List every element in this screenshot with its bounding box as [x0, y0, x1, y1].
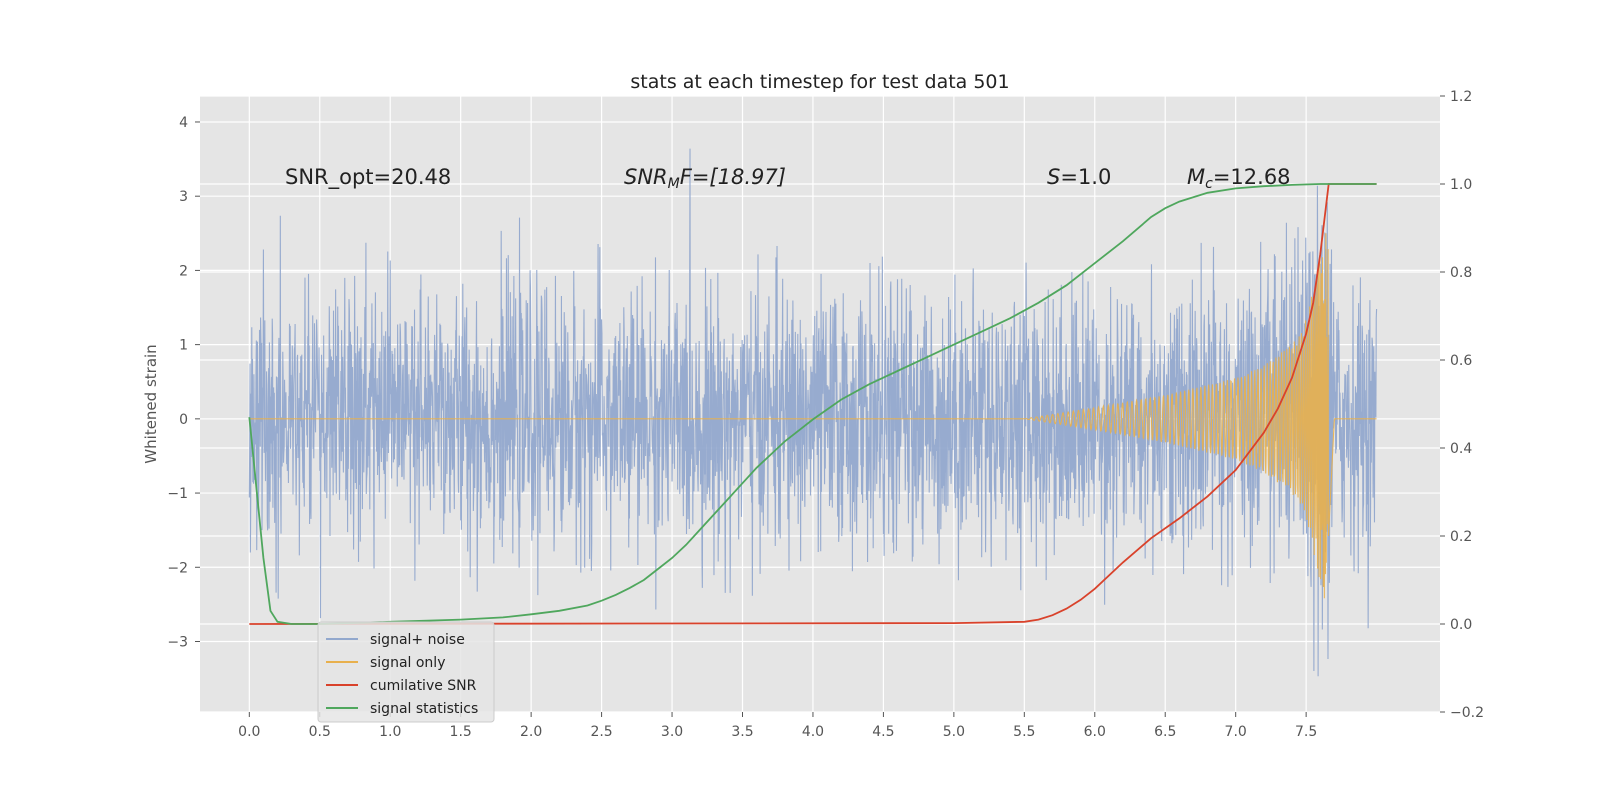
annotation-snr-opt: SNR_opt=20.48: [285, 165, 451, 190]
annotation-s: S=1.0: [1047, 165, 1111, 189]
y2-tick-label-5: 0.8: [1450, 265, 1472, 281]
x-tick-label-5: 2.5: [590, 724, 612, 740]
series-signal-plus-noise: [248, 148, 1378, 677]
y-tick-label-0: −3: [167, 634, 188, 650]
x-tick-label-1: 0.5: [309, 724, 331, 740]
x-tick-label-0: 0.0: [238, 724, 260, 740]
x-tick-label-2: 1.0: [379, 724, 401, 740]
y-tick-label-3: 0: [179, 412, 188, 428]
legend-box: [317, 621, 495, 723]
y2-tick-label-7: 1.2: [1450, 89, 1472, 105]
annotation-mc: Mc=12.68: [1187, 165, 1291, 192]
y2-tick-label-4: 0.6: [1450, 353, 1472, 369]
x-tick-label-10: 5.0: [943, 724, 965, 740]
y2-tick-label-1: 0.0: [1450, 617, 1472, 633]
y-tick-label-6: 3: [179, 189, 188, 205]
legend-label-signal-only: signal only: [370, 655, 445, 671]
x-tick-label-9: 4.5: [872, 724, 894, 740]
x-tick-label-4: 2.0: [520, 724, 542, 740]
y2-tick-label-0: −0.2: [1450, 705, 1484, 721]
y-axis-ticks: −3 −2 −1 0 1 2 3 4: [167, 115, 200, 650]
x-tick-label-3: 1.5: [450, 724, 472, 740]
y2-tick-label-3: 0.4: [1450, 441, 1472, 457]
line-signal-plus-noise: [248, 148, 1378, 677]
line-signal-statistics: [248, 183, 1377, 625]
annotation-snr-mf: SNRMF=[18.97]: [624, 165, 786, 192]
x-tick-label-12: 6.0: [1084, 724, 1106, 740]
y2-tick-label-6: 1.0: [1450, 177, 1472, 193]
x-tick-label-14: 7.0: [1225, 724, 1247, 740]
y-tick-label-1: −2: [167, 560, 188, 576]
x-tick-label-13: 6.5: [1154, 724, 1176, 740]
chart-title: stats at each timestep for test data 501: [630, 71, 1009, 93]
legend-label-cumulative-snr: cumilative SNR: [370, 678, 477, 694]
legend-label-signal-plus-noise: signal+ noise: [370, 632, 465, 648]
series-signal-statistics: [248, 183, 1377, 625]
y-tick-label-5: 2: [179, 263, 188, 279]
y2-tick-label-2: 0.2: [1450, 529, 1472, 545]
y2-axis-ticks: −0.2 0.0 0.2 0.4 0.6 0.8 1.0 1.2: [1440, 89, 1484, 721]
x-tick-label-11: 5.5: [1013, 724, 1035, 740]
y-tick-label-7: 4: [179, 115, 188, 131]
x-axis-ticks: 0.0 0.5 1.0 1.5 2.0 2.5 3.0 3.5 4.0 4.5 5.0 5.5 6.0 6…: [238, 712, 1317, 740]
x-tick-label-15: 7.5: [1295, 724, 1317, 740]
y-tick-label-4: 1: [179, 338, 188, 354]
legend: signal+ noise signal only cumilative SNR…: [317, 621, 495, 723]
legend-label-signal-statistics: signal statistics: [370, 701, 478, 717]
y-tick-label-2: −1: [167, 486, 188, 502]
x-tick-label-8: 4.0: [802, 724, 824, 740]
series-cumulative-snr: [249, 183, 1377, 625]
x-tick-label-7: 3.5: [731, 724, 753, 740]
y-axis-label: Whitened strain: [142, 344, 160, 463]
x-tick-label-6: 3.0: [661, 724, 683, 740]
line-cumulative-snr: [249, 183, 1377, 625]
